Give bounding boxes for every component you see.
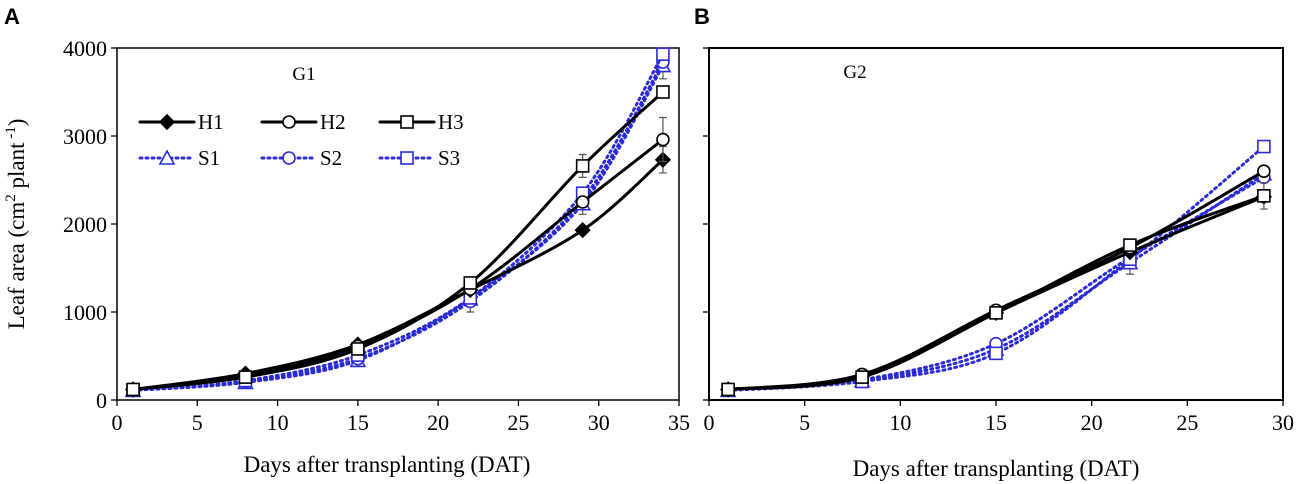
panel-b-x-axis-title: Days after transplanting (DAT) bbox=[853, 456, 1140, 481]
data-point-h3 bbox=[855, 370, 869, 384]
data-point-h3 bbox=[656, 85, 670, 99]
panel-b: B G2 Days after transplanting (DAT) 0 5 10… bbox=[694, 4, 1294, 481]
legend-item-h3: H3 bbox=[378, 110, 464, 134]
x-tick-label: 25 bbox=[507, 410, 529, 435]
panel-a-series bbox=[124, 47, 672, 398]
x-tick-label: 35 bbox=[668, 410, 690, 435]
y-axis-title-sup2: -1 bbox=[3, 126, 19, 142]
series-s1 bbox=[719, 165, 1273, 398]
panel-a-x-axis-title: Days after transplanting (DAT) bbox=[244, 452, 531, 477]
data-point-h2 bbox=[1257, 164, 1271, 178]
series-h1 bbox=[124, 145, 672, 398]
data-point-h3 bbox=[721, 382, 735, 397]
y-axis-title-part1: Leaf area (cm bbox=[4, 202, 29, 330]
panel-a-letter: A bbox=[4, 4, 20, 29]
panel-a-y-axis-title: Leaf area (cm2 plant -1) bbox=[3, 119, 29, 330]
data-point-h3 bbox=[351, 342, 365, 356]
y-tick-label: 4000 bbox=[63, 36, 107, 61]
y-tick-label: 0 bbox=[96, 388, 107, 413]
panel-a-title: G1 bbox=[292, 64, 315, 85]
x-tick-label: 20 bbox=[427, 410, 449, 435]
legend-item-h1: H1 bbox=[138, 110, 224, 134]
data-point-h3 bbox=[1123, 238, 1137, 252]
data-point-h1 bbox=[574, 222, 591, 239]
x-tick-label: 10 bbox=[267, 410, 289, 435]
y-axis-title-part3: ) bbox=[4, 119, 29, 127]
data-point-s3 bbox=[656, 47, 670, 61]
y-tick-label: 2000 bbox=[63, 212, 107, 237]
panel-b-series bbox=[719, 139, 1273, 398]
panel-a-legend: H1 H2 H3 S1 S2 S3 bbox=[138, 110, 464, 170]
series-line-h3 bbox=[726, 194, 1266, 391]
x-tick-label: 15 bbox=[347, 410, 369, 435]
series-h1 bbox=[720, 188, 1272, 398]
y-tick-label: 3000 bbox=[63, 124, 107, 149]
data-point-h3 bbox=[463, 276, 478, 290]
legend-label: S1 bbox=[198, 146, 220, 170]
data-point-h3 bbox=[989, 306, 1003, 320]
series-line-h3 bbox=[131, 90, 665, 391]
panel-a-axes: 0 5 10 15 20 25 30 35 0 1000 2000 3000 4000 bbox=[63, 36, 690, 435]
legend-marker bbox=[158, 149, 176, 165]
legend-marker bbox=[400, 115, 414, 129]
y-axis-title-sup1: 2 bbox=[3, 194, 19, 202]
x-tick-label: 15 bbox=[985, 410, 1007, 435]
data-point-h2 bbox=[575, 195, 590, 209]
legend-marker bbox=[282, 151, 296, 165]
series-line-s3 bbox=[131, 52, 665, 392]
x-tick-label: 25 bbox=[1176, 410, 1198, 435]
x-tick-label: 5 bbox=[192, 410, 203, 435]
legend-label: H1 bbox=[198, 110, 224, 134]
x-tick-label: 10 bbox=[889, 410, 911, 435]
data-point-s3 bbox=[1257, 139, 1271, 154]
panel-b-axes: 0 5 10 15 20 25 30 bbox=[703, 47, 1294, 435]
panel-b-letter: B bbox=[694, 4, 710, 29]
panel-b-title: G2 bbox=[843, 62, 866, 83]
legend-item-h2: H2 bbox=[260, 110, 346, 134]
x-tick-label: 30 bbox=[588, 410, 610, 435]
legend-marker bbox=[158, 113, 176, 131]
x-tick-label: 0 bbox=[704, 410, 715, 435]
legend-label: H2 bbox=[320, 110, 346, 134]
legend-item-s3: S3 bbox=[378, 146, 460, 170]
data-point-h3 bbox=[575, 159, 590, 173]
series-h2 bbox=[721, 164, 1271, 397]
data-point-h3 bbox=[126, 382, 140, 397]
y-axis-title-part2: plant bbox=[4, 142, 29, 194]
series-h3 bbox=[126, 85, 670, 397]
legend-label: H3 bbox=[438, 110, 464, 134]
series-s2 bbox=[721, 170, 1271, 398]
data-point-h3 bbox=[1257, 189, 1271, 203]
x-tick-label: 5 bbox=[799, 410, 810, 435]
legend-item-s1: S1 bbox=[138, 146, 220, 170]
series-line-h1 bbox=[131, 158, 665, 391]
data-point-h3 bbox=[238, 370, 253, 384]
data-point-s3 bbox=[989, 346, 1003, 361]
legend-item-s2: S2 bbox=[260, 146, 342, 170]
x-tick-label: 0 bbox=[112, 410, 123, 435]
x-tick-label: 30 bbox=[1272, 410, 1294, 435]
x-tick-label: 20 bbox=[1081, 410, 1103, 435]
legend-label: S3 bbox=[438, 146, 460, 170]
legend-label: S2 bbox=[320, 146, 342, 170]
panel-a: A G1 Days after transplanting (DAT) Leaf… bbox=[3, 4, 690, 477]
y-tick-label: 1000 bbox=[63, 300, 107, 325]
legend-marker bbox=[282, 115, 296, 129]
legend-marker bbox=[400, 151, 414, 165]
series-h3 bbox=[721, 182, 1271, 397]
data-point-h2 bbox=[656, 132, 670, 147]
panel-a-plot-frame bbox=[116, 47, 680, 401]
series-s3 bbox=[721, 139, 1271, 398]
